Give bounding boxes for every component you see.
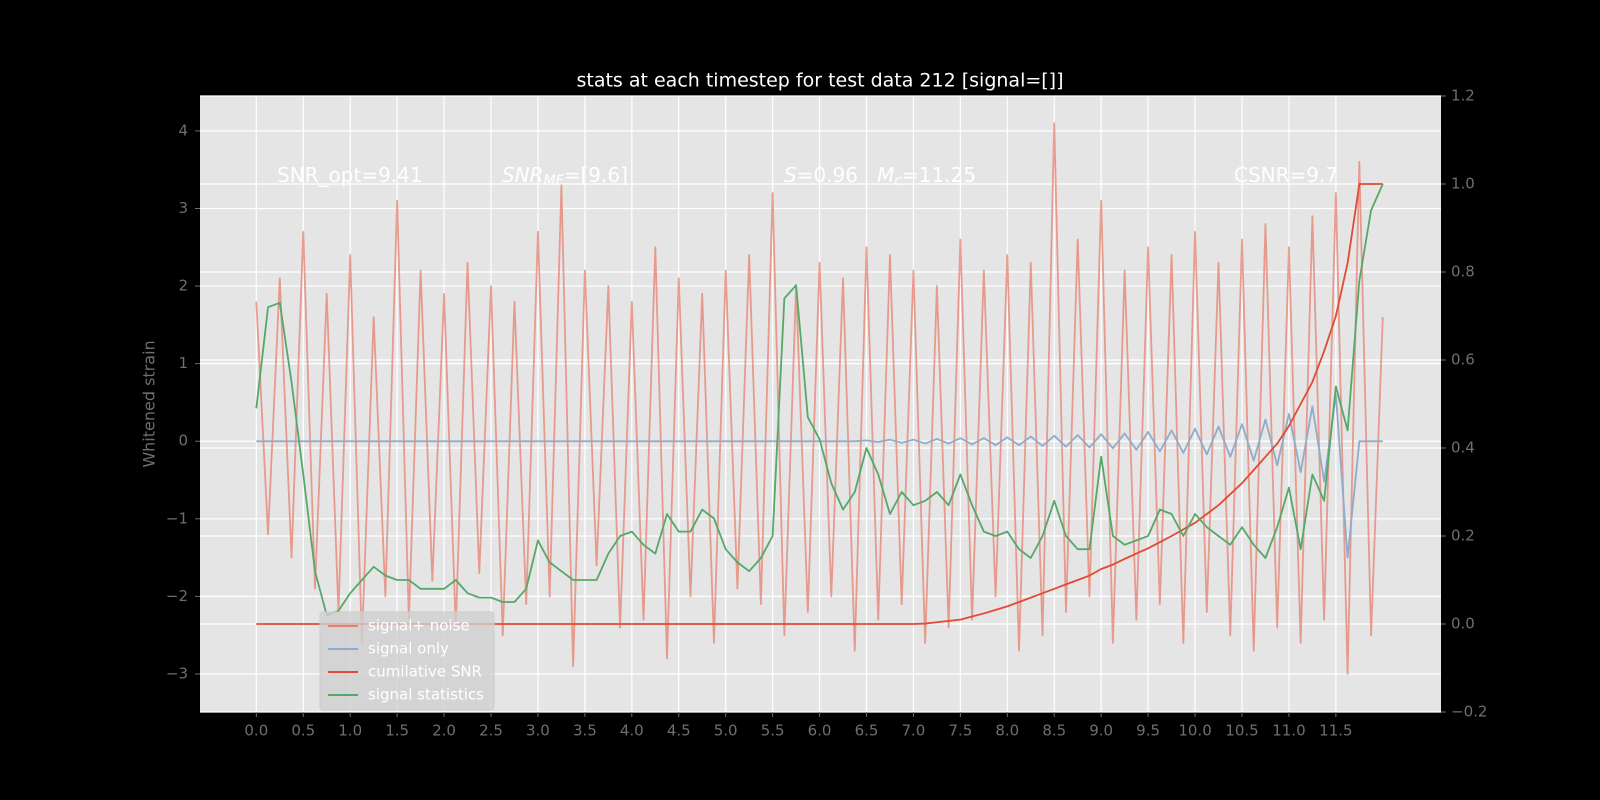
y2-tick-label: 0.2	[1451, 527, 1475, 545]
y2-tick-label: 1.0	[1451, 175, 1475, 193]
x-tick-label: 4.5	[667, 722, 691, 740]
y2-tick-label: 0.4	[1451, 439, 1475, 457]
annotation-part: SNR_opt=9.41	[277, 163, 423, 187]
x-tick-label: 8.5	[1042, 722, 1066, 740]
legend-label: signal only	[368, 640, 449, 658]
x-tick-label: 6.5	[855, 722, 879, 740]
y-tick-label: 3	[178, 199, 188, 217]
y2-tick-label: −0.2	[1451, 703, 1487, 721]
y-tick-label: 1	[178, 354, 188, 372]
legend-label: signal statistics	[368, 686, 484, 704]
chart-title: stats at each timestep for test data 212…	[576, 70, 1063, 92]
annotation-part: SNR	[502, 163, 544, 187]
annotation-part: =[9.6]	[564, 163, 628, 187]
series-line	[255, 183, 1384, 617]
y2-tick-label: 0.8	[1451, 263, 1475, 281]
annotation: S=0.96 Mc=11.25	[784, 163, 976, 190]
x-tick-label: 2.5	[479, 722, 503, 740]
x-tick-label: 0.0	[244, 722, 268, 740]
series-line	[255, 122, 1384, 675]
x-tick-label: 11.5	[1319, 722, 1352, 740]
x-tick-label: 2.0	[432, 722, 456, 740]
x-tick-label: 4.0	[620, 722, 644, 740]
x-tick-label: 9.5	[1136, 722, 1160, 740]
y-tick-label: 4	[178, 121, 188, 139]
y2-tick-label: 1.2	[1451, 87, 1475, 105]
annotation-part: S	[784, 163, 797, 187]
annotation-part: CSNR=9.7	[1234, 163, 1338, 187]
x-tick-label: 10.5	[1225, 722, 1258, 740]
x-tick-label: 9.0	[1089, 722, 1113, 740]
x-tick-label: 3.5	[573, 722, 597, 740]
x-tick-label: 6.0	[808, 722, 832, 740]
annotation-part: c	[894, 173, 902, 189]
x-tick-label: 11.0	[1272, 722, 1305, 740]
x-tick-label: 0.5	[291, 722, 315, 740]
x-tick-label: 10.0	[1178, 722, 1211, 740]
x-tick-label: 7.0	[902, 722, 926, 740]
y-tick-label: 0	[178, 432, 188, 450]
y-axis-label: Whitened strain	[140, 340, 159, 467]
annotation-part: =0.96	[797, 163, 877, 187]
legend-box	[319, 611, 495, 711]
x-tick-label: 3.0	[526, 722, 550, 740]
legend-label: signal+ noise	[368, 617, 470, 635]
x-tick-label: 5.5	[761, 722, 785, 740]
x-tick-label: 1.5	[385, 722, 409, 740]
y-tick-label: −3	[166, 664, 188, 682]
grid	[200, 95, 1441, 713]
x-tick-label: 8.0	[995, 722, 1019, 740]
annotation-part: MF	[544, 173, 565, 189]
y-tick-label: −2	[166, 587, 188, 605]
x-tick-label: 5.0	[714, 722, 738, 740]
legend-label: cumilative SNR	[368, 663, 482, 681]
annotation: CSNR=9.7	[1234, 163, 1338, 187]
annotation: SNRMF=[9.6]	[502, 163, 628, 190]
annotation: SNR_opt=9.41	[277, 163, 423, 187]
annotation-part: =11.25	[902, 163, 976, 187]
y2-tick-label: 0.0	[1451, 615, 1475, 633]
y2-tick-label: 0.6	[1451, 351, 1475, 369]
plot-area	[200, 96, 1441, 712]
y-tick-label: −1	[166, 509, 188, 527]
x-tick-label: 1.0	[338, 722, 362, 740]
annotation-part: M	[877, 163, 894, 187]
y-tick-label: 2	[178, 277, 188, 295]
x-tick-label: 7.5	[948, 722, 972, 740]
legend: signal+ noise signal only cumilative SNR si…	[319, 611, 495, 711]
